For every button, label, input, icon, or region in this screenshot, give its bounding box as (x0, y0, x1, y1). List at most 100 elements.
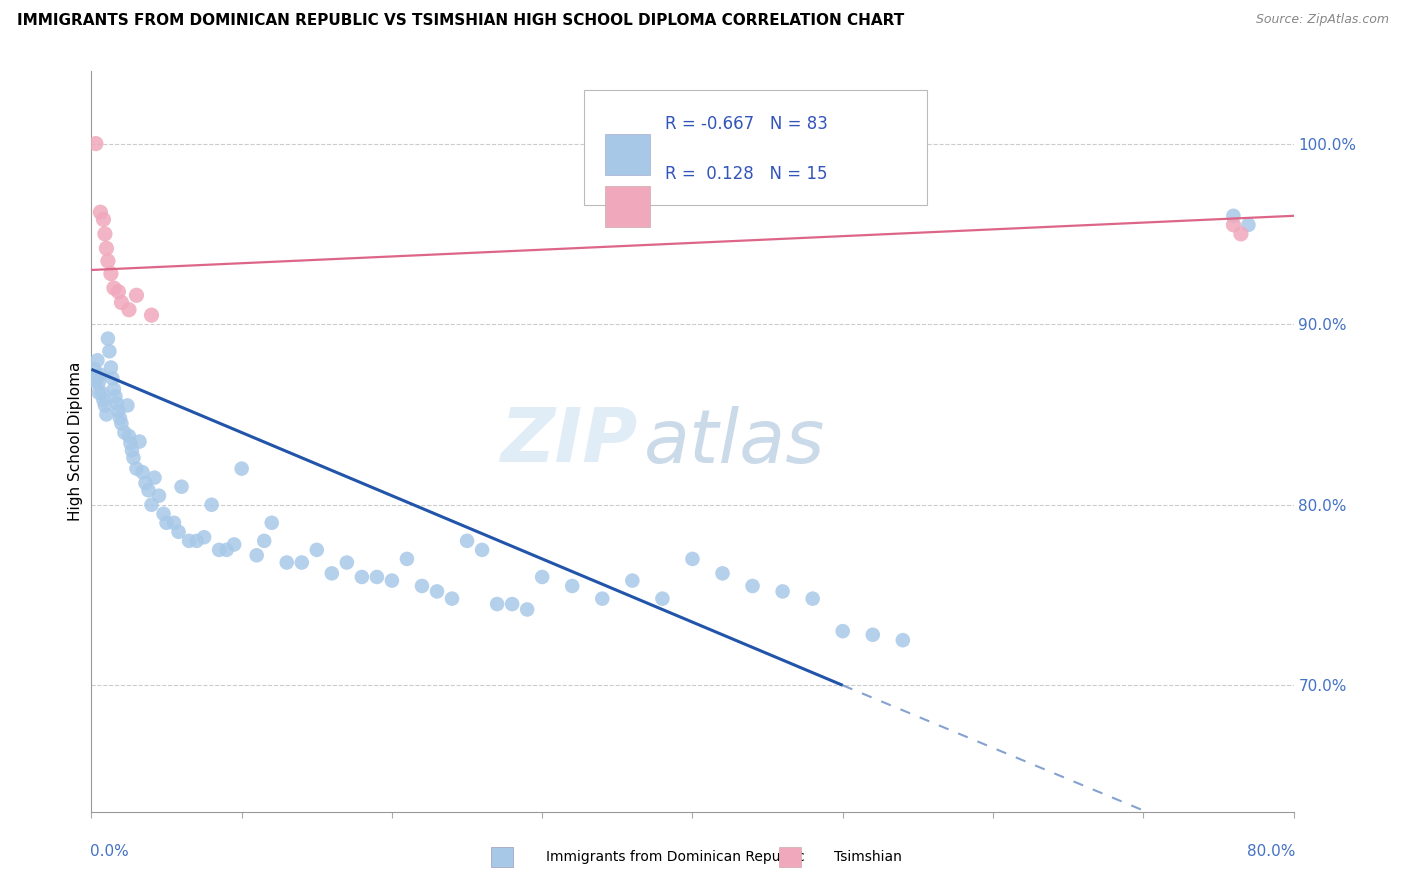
Point (108, 411, 131, 425)
Point (84, 371, 107, 385)
Text: IMMIGRANTS FROM DOMINICAN REPUBLIC VS TSIMSHIAN HIGH SCHOOL DIPLOMA CORRELATION : IMMIGRANTS FROM DOMINICAN REPUBLIC VS TS… (17, 13, 904, 29)
Point (208, 542, 231, 557)
Point (98, 344, 121, 359)
Bar (605, 135, 651, 175)
Point (1222, 209, 1244, 223)
Point (170, 480, 193, 494)
Point (100, 267, 122, 281)
Point (84, 136, 107, 151)
Point (1230, 227, 1253, 241)
Point (224, 537, 246, 551)
Point (110, 417, 132, 431)
Point (134, 476, 156, 491)
Point (1222, 218, 1244, 232)
Point (93, 392, 115, 407)
Text: Source: ZipAtlas.com: Source: ZipAtlas.com (1256, 13, 1389, 27)
Point (90, 385, 112, 400)
Point (131, 465, 153, 479)
Point (246, 549, 269, 563)
Text: R = -0.667   N = 83: R = -0.667 N = 83 (665, 115, 828, 133)
Point (167, 524, 190, 539)
Point (163, 516, 186, 530)
Text: Immigrants from Dominican Republic: Immigrants from Dominican Republic (546, 850, 804, 864)
Point (591, 591, 613, 606)
Text: Tsimshian: Tsimshian (834, 850, 901, 864)
Point (426, 584, 449, 599)
Point (215, 542, 238, 557)
Point (350, 570, 373, 584)
Point (84, 375, 107, 389)
Point (621, 574, 644, 588)
Point (201, 498, 224, 512)
Point (103, 382, 125, 396)
Point (94, 227, 117, 241)
Point (118, 429, 141, 443)
Point (486, 597, 509, 611)
Point (143, 470, 166, 484)
Point (471, 542, 494, 557)
Point (531, 570, 554, 584)
Point (89, 368, 111, 382)
Point (83, 362, 105, 376)
Point (107, 404, 129, 418)
Bar (605, 186, 651, 227)
Point (193, 530, 215, 544)
Text: ZIP: ZIP (501, 405, 638, 478)
Point (501, 597, 523, 611)
Point (125, 461, 148, 475)
Point (411, 579, 433, 593)
Point (711, 566, 734, 581)
Point (231, 461, 253, 475)
Point (94, 399, 117, 413)
Y-axis label: High School Diploma: High School Diploma (67, 362, 83, 521)
Point (107, 285, 129, 299)
Point (97, 254, 120, 268)
Point (336, 556, 359, 570)
Text: R =  0.128   N = 15: R = 0.128 N = 15 (665, 165, 827, 183)
Point (141, 308, 163, 322)
Point (86, 353, 108, 368)
Point (152, 507, 174, 521)
Point (891, 633, 914, 648)
Point (104, 389, 127, 403)
Point (155, 516, 177, 530)
Point (516, 602, 538, 616)
Point (118, 302, 141, 317)
Point (100, 360, 122, 375)
Point (831, 624, 853, 639)
Point (305, 542, 328, 557)
Point (456, 533, 478, 548)
Point (110, 295, 132, 310)
Point (253, 533, 276, 548)
Point (101, 371, 124, 385)
Point (114, 425, 136, 440)
Point (276, 556, 298, 570)
Point (122, 450, 145, 465)
Point (96, 408, 118, 422)
Point (103, 281, 125, 295)
Point (125, 288, 148, 302)
Point (120, 436, 142, 450)
Point (772, 584, 794, 599)
Point (291, 556, 314, 570)
Point (93, 212, 115, 227)
Point (862, 628, 884, 642)
Point (741, 579, 763, 593)
Point (321, 566, 343, 581)
Point (121, 443, 143, 458)
Point (366, 570, 388, 584)
Point (141, 498, 163, 512)
Text: atlas: atlas (644, 406, 825, 477)
Point (138, 483, 160, 498)
Point (87, 385, 110, 400)
Point (96, 241, 118, 255)
FancyBboxPatch shape (585, 90, 927, 204)
Point (681, 552, 703, 566)
Point (148, 489, 170, 503)
Text: 0.0%: 0.0% (90, 844, 128, 859)
Point (89, 205, 111, 219)
Text: 80.0%: 80.0% (1247, 844, 1295, 859)
Point (128, 434, 150, 449)
Point (651, 591, 673, 606)
Point (801, 591, 824, 606)
